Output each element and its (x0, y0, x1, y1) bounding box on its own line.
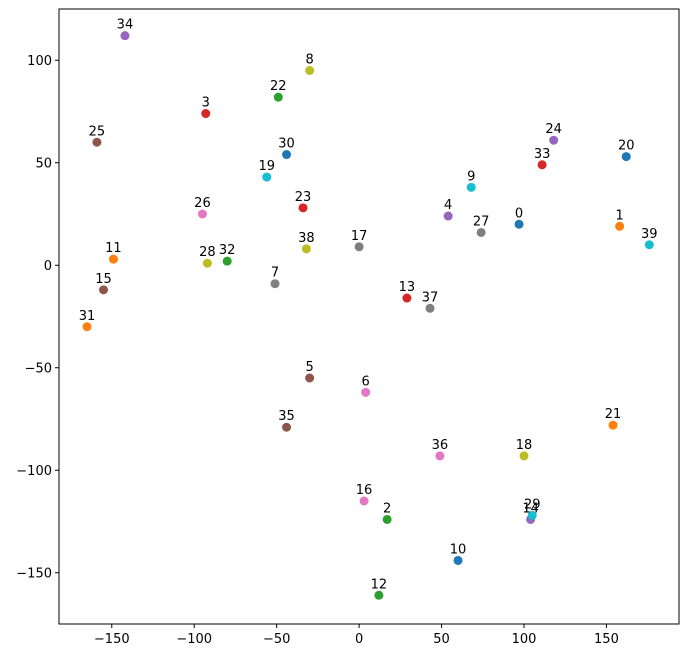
point-label-17: 17 (351, 229, 368, 244)
data-point-3 (201, 109, 211, 119)
data-point-28 (202, 258, 212, 268)
point-label-15: 15 (95, 272, 112, 287)
point-label-39: 39 (641, 227, 658, 242)
point-label-18: 18 (516, 438, 533, 453)
data-point-31 (82, 322, 92, 332)
data-point-11 (108, 254, 118, 264)
point-label-10: 10 (450, 542, 467, 557)
y-tick-label: 0 (44, 259, 52, 274)
point-label-29: 29 (524, 497, 541, 512)
data-point-12 (374, 590, 384, 600)
data-point-4 (443, 211, 453, 221)
data-point-10 (453, 555, 463, 565)
point-label-34: 34 (117, 18, 134, 33)
point-label-22: 22 (270, 79, 287, 94)
data-point-22 (273, 92, 283, 102)
data-point-23 (298, 203, 308, 213)
data-point-6 (361, 387, 371, 397)
data-point-9 (466, 182, 476, 192)
point-label-24: 24 (545, 122, 562, 137)
x-tick-label: 150 (594, 632, 619, 647)
point-label-8: 8 (305, 53, 313, 68)
point-label-14: 14 (522, 501, 539, 516)
point-label-27: 27 (473, 214, 490, 229)
data-point-2 (382, 514, 392, 524)
point-label-13: 13 (399, 280, 416, 295)
x-tick-label: 0 (355, 632, 363, 647)
data-point-18 (519, 451, 529, 461)
point-label-19: 19 (258, 159, 275, 174)
point-label-21: 21 (605, 407, 622, 422)
data-point-24 (549, 135, 559, 145)
point-label-4: 4 (444, 198, 452, 213)
point-label-37: 37 (422, 290, 439, 305)
plot-frame (58, 8, 680, 625)
y-tick-label: −50 (25, 361, 52, 376)
data-point-33 (537, 160, 547, 170)
data-point-34 (120, 31, 130, 41)
point-label-31: 31 (79, 309, 96, 324)
y-tick-label: −150 (16, 566, 52, 581)
x-tick-label: −50 (263, 632, 290, 647)
data-point-16 (359, 496, 369, 506)
point-label-11: 11 (105, 241, 122, 256)
data-point-38 (301, 244, 311, 254)
point-label-6: 6 (362, 374, 370, 389)
point-label-28: 28 (199, 245, 216, 260)
point-label-26: 26 (194, 196, 211, 211)
x-tick-label: −100 (176, 632, 212, 647)
data-point-20 (621, 152, 631, 162)
point-label-33: 33 (534, 147, 551, 162)
data-point-17 (354, 242, 364, 252)
point-label-35: 35 (278, 409, 295, 424)
data-point-8 (305, 66, 315, 75)
point-label-12: 12 (371, 577, 388, 592)
data-point-35 (282, 422, 292, 432)
data-point-19 (262, 172, 272, 182)
data-point-27 (476, 227, 486, 237)
point-label-38: 38 (298, 231, 315, 246)
y-tick-label: 50 (35, 156, 52, 171)
data-point-36 (435, 451, 445, 461)
data-point-30 (282, 150, 292, 160)
data-point-26 (197, 209, 207, 219)
data-point-7 (270, 279, 280, 289)
point-label-32: 32 (219, 243, 236, 258)
data-point-39 (644, 240, 654, 250)
x-tick-label: 50 (433, 632, 450, 647)
data-point-29 (527, 510, 537, 520)
point-label-5: 5 (305, 360, 313, 375)
data-point-21 (608, 420, 618, 430)
point-label-0: 0 (515, 206, 523, 221)
data-point-0 (514, 219, 524, 229)
y-axis-ticks: −150 −100 −50 0 50 100 (16, 54, 59, 581)
point-label-2: 2 (383, 501, 391, 516)
point-label-7: 7 (271, 266, 279, 281)
point-label-1: 1 (615, 208, 623, 223)
data-point-5 (305, 373, 315, 383)
data-point-15 (99, 285, 109, 295)
point-label-25: 25 (89, 124, 106, 139)
point-label-30: 30 (278, 137, 295, 152)
data-point-37 (425, 303, 435, 313)
x-tick-label: 100 (512, 632, 537, 647)
x-tick-label: −150 (94, 632, 130, 647)
point-label-23: 23 (295, 190, 312, 205)
data-point-25 (92, 137, 102, 147)
point-label-20: 20 (618, 139, 635, 154)
point-label-3: 3 (202, 96, 210, 111)
point-labels: 0 123456789101112131415161718192021222324… (79, 18, 658, 593)
point-label-9: 9 (467, 169, 475, 184)
data-points (82, 31, 654, 600)
data-point-32 (222, 256, 232, 266)
y-tick-label: 100 (27, 54, 52, 69)
data-point-1 (615, 221, 625, 231)
x-axis-ticks: −150 −100 −50 0 50 100 150 (94, 624, 619, 647)
point-label-36: 36 (432, 438, 449, 453)
y-tick-label: −100 (16, 464, 52, 479)
point-label-16: 16 (356, 483, 373, 498)
data-point-13 (402, 293, 412, 303)
